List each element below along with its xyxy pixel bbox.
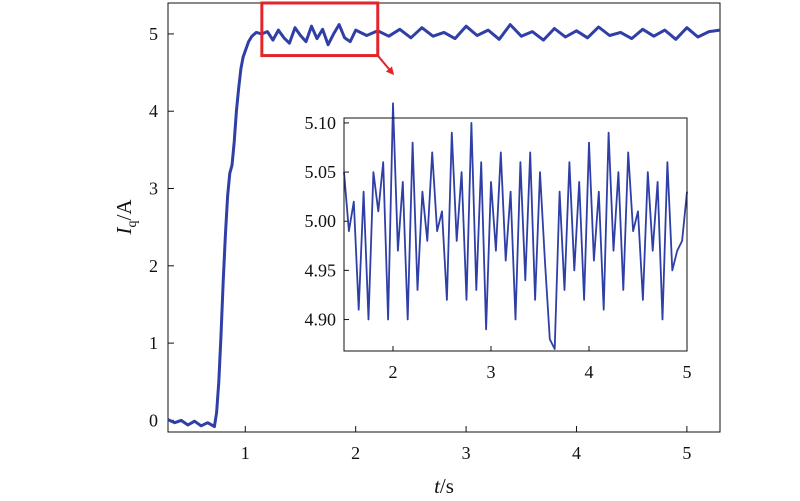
x-axis-label: t/s [434,474,454,498]
main-axis-ticks [168,33,688,432]
inset-chart: 2 3 4 5 4.90 4.95 5.00 5.05 5.10 [305,102,692,382]
inset-y-tick-label: 5.10 [305,113,337,133]
main-x-tick-label: 4 [572,443,581,463]
main-series-line [167,23,721,429]
main-x-tick-labels: 1 2 3 4 5 [241,443,692,463]
zoom-arrow [376,54,395,76]
main-chart: 1 2 3 4 5 0 1 2 3 4 5 t/s Iq/A [112,1,721,498]
inset-series-line [343,102,688,350]
main-y-tick-label: 3 [149,179,158,199]
main-y-tick-label: 0 [149,410,158,430]
inset-y-tick-labels: 4.90 4.95 5.00 5.05 5.10 [305,113,337,330]
inset-x-tick-label: 4 [585,362,594,382]
main-x-tick-label: 5 [682,443,691,463]
main-y-tick-label: 4 [149,101,158,121]
main-x-tick-label: 1 [241,443,250,463]
inset-x-tick-label: 2 [389,362,398,382]
inset-x-tick-label: 3 [487,362,496,382]
main-plot-frame [167,2,721,433]
inset-x-tick-label: 5 [683,362,692,382]
main-y-tick-label: 2 [149,256,158,276]
main-y-tick-labels: 0 1 2 3 4 5 [149,24,158,430]
zoom-box [260,1,380,58]
inset-y-tick-label: 5.05 [305,162,337,182]
inset-y-tick-label: 4.95 [305,260,337,280]
main-x-tick-label: 2 [351,443,360,463]
main-y-tick-label: 5 [149,24,158,44]
inset-plot-frame [343,117,688,352]
y-axis-label: Iq/A [112,199,140,236]
main-y-tick-label: 1 [149,333,158,353]
main-x-tick-label: 3 [462,443,471,463]
inset-y-tick-label: 4.90 [305,310,337,330]
inset-y-tick-label: 5.00 [305,211,337,231]
inset-x-tick-labels: 2 3 4 5 [389,362,692,382]
